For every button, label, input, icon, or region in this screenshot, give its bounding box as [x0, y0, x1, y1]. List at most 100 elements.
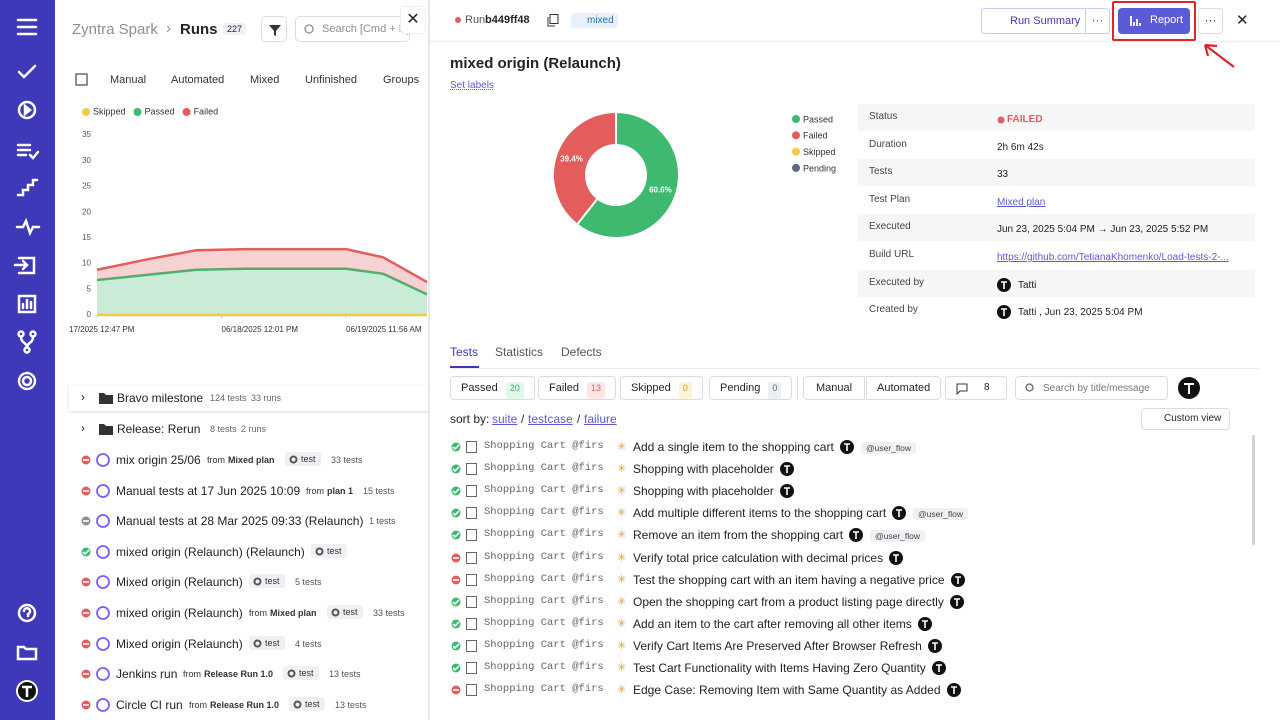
avatar — [950, 595, 964, 609]
set-labels[interactable]: Set labels — [450, 80, 494, 91]
test-title[interactable]: Add an item to the cart after removing a… — [633, 617, 912, 631]
more-button[interactable]: ··· — [1198, 8, 1223, 34]
filter-divider — [797, 377, 798, 399]
detail-label: Executed by — [869, 277, 924, 288]
test-suite[interactable]: Shopping Cart @firs... — [484, 683, 606, 695]
test-title[interactable]: Shopping with placeholder — [633, 462, 774, 476]
y-tick-label: 15 — [82, 233, 91, 242]
gear — [253, 639, 262, 648]
chevron: › — [81, 421, 85, 435]
close-button[interactable]: ✕ — [1236, 11, 1249, 29]
status-icon — [449, 617, 463, 631]
status-icon — [79, 575, 93, 589]
run-row[interactable]: Mixed origin (Relaunch)test5 tests — [55, 570, 429, 594]
tab[interactable]: Automated — [171, 74, 224, 86]
run-row[interactable]: Manual tests at 28 Mar 2025 09:33 (Relau… — [55, 509, 429, 533]
detail-value[interactable]: https://github.com/TetianaKhomenko/Load-… — [997, 252, 1247, 263]
test-title[interactable]: Open the shopping cart from a product li… — [633, 595, 944, 609]
run-plan: Mixed plan — [228, 455, 275, 465]
test-tag: @user_flow — [913, 508, 968, 520]
type — [97, 576, 109, 588]
tab[interactable]: Tests — [450, 345, 478, 359]
run-row[interactable]: mixed origin (Relaunch)fromMixed plantes… — [55, 601, 429, 625]
type-chip[interactable]: Automated — [866, 376, 941, 400]
test-suite[interactable]: Shopping Cart @firs... — [484, 595, 606, 607]
more-button[interactable]: ··· — [1085, 8, 1110, 34]
test-tag: @user_flow — [870, 530, 925, 542]
avatar — [918, 617, 932, 631]
run-type-icon — [96, 637, 110, 651]
copy2 — [548, 17, 555, 26]
test-title[interactable]: Edge Case: Removing Item with Same Quant… — [633, 683, 941, 697]
filter-chip[interactable]: Pending0 — [709, 376, 792, 400]
tab[interactable]: Mixed — [250, 74, 279, 86]
summary-button[interactable]: Run Summary — [981, 8, 1086, 34]
run-row[interactable]: Circle CI runfromRelease Run 1.0test13 t… — [55, 693, 429, 717]
dot — [455, 17, 461, 23]
test-suite[interactable]: Shopping Cart @firs... — [484, 462, 606, 474]
run-row[interactable]: Mixed origin (Relaunch)test4 tests — [55, 632, 429, 656]
gear-icon — [295, 701, 301, 707]
test-suite[interactable]: Shopping Cart @firs... — [484, 484, 606, 496]
arrow — [1205, 45, 1234, 67]
test-suite[interactable]: Shopping Cart @firs... — [484, 551, 606, 563]
sort-option[interactable]: failure — [584, 412, 617, 426]
run-title: Manual tests at 17 Jun 2025 10:09 — [116, 484, 300, 498]
detail-value[interactable]: Mixed plan — [997, 197, 1045, 208]
test-title[interactable]: Verify total price calculation with deci… — [633, 551, 883, 565]
sort-option[interactable]: testcase — [528, 412, 573, 426]
filter-chip[interactable]: Failed13 — [538, 376, 616, 400]
custom-view[interactable]: Custom view — [1141, 408, 1230, 430]
status-icon — [79, 667, 93, 681]
test-title[interactable]: Test the shopping cart with an item havi… — [633, 573, 945, 587]
doc — [467, 574, 477, 585]
run-row[interactable]: mix origin 25/06fromMixed plantest33 tes… — [55, 448, 429, 472]
tab[interactable]: Defects — [561, 345, 602, 359]
test-suite[interactable]: Shopping Cart @firs... — [484, 506, 606, 518]
tag: test — [249, 636, 285, 650]
search-box[interactable]: Search by title/message — [1015, 376, 1168, 400]
test-suite[interactable]: Shopping Cart @firs... — [484, 440, 606, 452]
test-title[interactable]: Verify Cart Items Are Preserved After Br… — [633, 639, 922, 653]
test-suite[interactable]: Shopping Cart @firs... — [484, 617, 606, 629]
group-row[interactable]: ›Bravo milestone124 tests33 runs — [69, 385, 429, 411]
test-suite[interactable]: Shopping Cart @firs... — [484, 661, 606, 673]
test-title[interactable]: Shopping with placeholder — [633, 484, 774, 498]
run-row[interactable]: Jenkins runfromRelease Run 1.0test13 tes… — [55, 662, 429, 686]
status-icon — [449, 595, 463, 609]
test-title[interactable]: Add multiple different items to the shop… — [633, 506, 886, 520]
run-row[interactable]: mixed origin (Relaunch) (Relaunch)test — [55, 540, 429, 564]
detail-label: Status — [869, 111, 897, 122]
group-name: Bravo milestone — [117, 391, 203, 405]
sort-option[interactable]: suite — [492, 412, 517, 426]
test-suite[interactable]: Shopping Cart @firs... — [484, 528, 606, 540]
filter-label: Passed — [461, 382, 498, 399]
doc — [467, 486, 477, 497]
test-suite[interactable]: Shopping Cart @firs... — [484, 639, 606, 651]
close-button[interactable]: ✕ — [400, 6, 426, 34]
filter-count: 20 — [506, 382, 524, 399]
test-suite[interactable]: Shopping Cart @firs... — [484, 573, 606, 585]
lens — [305, 25, 313, 33]
type-badge: mixed — [571, 13, 618, 28]
doc-icon — [466, 463, 477, 475]
filter-chip[interactable]: Skipped0 — [620, 376, 703, 400]
sidebar — [0, 0, 55, 720]
y-tick-label: 25 — [82, 182, 91, 191]
filter-button[interactable] — [261, 16, 287, 42]
tab[interactable]: Groups — [383, 74, 419, 86]
tab[interactable]: Manual — [110, 74, 146, 86]
test-title[interactable]: Add a single item to the shopping cart — [633, 440, 834, 454]
filter-chip[interactable]: Passed 20 — [450, 376, 535, 400]
test-title[interactable]: Remove an item from the shopping cart — [633, 528, 843, 542]
run-row[interactable]: Manual tests at 17 Jun 2025 10:09frompla… — [55, 479, 429, 503]
tab[interactable]: Statistics — [495, 345, 543, 359]
tab[interactable]: Unfinished — [305, 74, 357, 86]
type-chip[interactable]: Manual — [803, 376, 865, 400]
test-title[interactable]: Test Cart Functionality with Items Havin… — [633, 661, 926, 675]
group-row[interactable]: ›Release: Rerun8 tests2 runs — [69, 416, 429, 442]
doc-icon — [466, 507, 477, 519]
comments-chip[interactable]: 8 — [945, 376, 1007, 400]
search-box[interactable]: Search [Cmd + K] — [295, 16, 410, 42]
run-title: Mixed origin (Relaunch) — [116, 637, 243, 651]
